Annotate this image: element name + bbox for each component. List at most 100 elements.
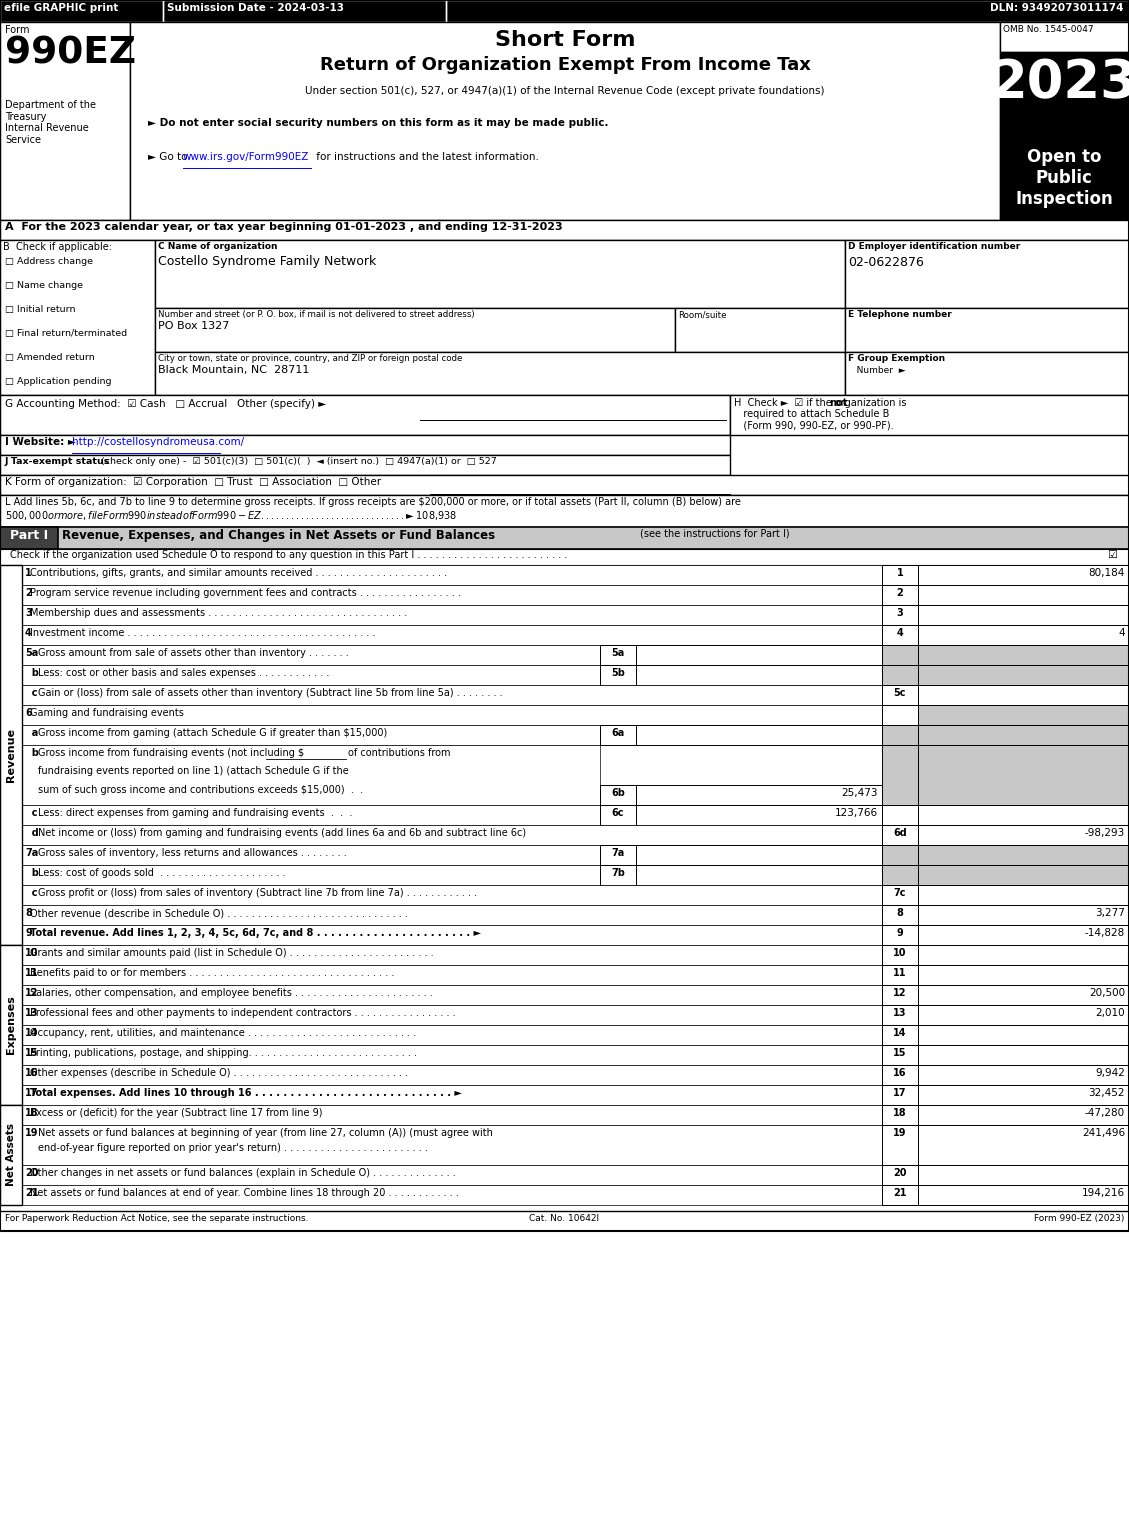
Bar <box>882 865 918 884</box>
Text: 15: 15 <box>893 1048 907 1058</box>
Bar <box>918 805 1129 825</box>
Bar <box>0 496 1129 528</box>
Text: B  Check if applicable:: B Check if applicable: <box>3 242 112 252</box>
Text: 10: 10 <box>25 949 38 958</box>
Bar <box>882 1106 918 1125</box>
Text: Salaries, other compensation, and employee benefits . . . . . . . . . . . . . . : Salaries, other compensation, and employ… <box>30 988 432 997</box>
Text: Gross income from gaming (attach Schedule G if greater than $15,000): Gross income from gaming (attach Schedul… <box>38 727 387 738</box>
Bar <box>918 985 1129 1005</box>
Bar <box>918 825 1129 845</box>
Bar <box>155 308 675 352</box>
Text: J Tax-exempt status: J Tax-exempt status <box>5 458 111 467</box>
Bar <box>918 685 1129 705</box>
Text: Gross amount from sale of assets other than inventory . . . . . . .: Gross amount from sale of assets other t… <box>38 648 349 657</box>
Text: 4: 4 <box>896 628 903 637</box>
Bar <box>882 665 918 685</box>
Bar <box>882 705 918 724</box>
Text: Form: Form <box>5 24 29 35</box>
Text: 11: 11 <box>893 968 907 978</box>
Text: 3,277: 3,277 <box>1095 907 1124 918</box>
Bar <box>21 1165 882 1185</box>
Bar <box>918 965 1129 985</box>
Text: 13: 13 <box>893 1008 907 1019</box>
Text: Professional fees and other payments to independent contractors . . . . . . . . : Professional fees and other payments to … <box>30 1008 456 1019</box>
Bar <box>918 645 1129 665</box>
Text: -98,293: -98,293 <box>1085 828 1124 839</box>
Text: □ Name change: □ Name change <box>5 281 84 290</box>
Text: Program service revenue including government fees and contracts . . . . . . . . : Program service revenue including govern… <box>30 589 461 598</box>
Bar <box>882 1165 918 1185</box>
Text: fundraising events reported on line 1) (attach Schedule G if the: fundraising events reported on line 1) (… <box>38 766 349 776</box>
Text: Costello Syndrome Family Network: Costello Syndrome Family Network <box>158 255 376 268</box>
Text: Form 990-EZ (2023): Form 990-EZ (2023) <box>1034 1214 1124 1223</box>
Text: 9,942: 9,942 <box>1095 1068 1124 1078</box>
Bar <box>918 884 1129 904</box>
Text: 14: 14 <box>25 1028 38 1039</box>
Text: Net Assets: Net Assets <box>6 1124 16 1186</box>
Text: K Form of organization:  ☑ Corporation  □ Trust  □ Association  □ Other: K Form of organization: ☑ Corporation □ … <box>5 477 382 486</box>
Text: G Accounting Method:  ☑ Cash   □ Accrual   Other (specify) ►: G Accounting Method: ☑ Cash □ Accrual Ot… <box>5 400 326 409</box>
Text: 6c: 6c <box>612 808 624 817</box>
Text: 12: 12 <box>25 988 38 997</box>
Bar <box>155 239 844 308</box>
Text: $500,000 or more, file Form 990 instead of Form 990-EZ . . . . . . . . . . . . .: $500,000 or more, file Form 990 instead … <box>5 509 457 522</box>
Bar <box>21 605 882 625</box>
Bar <box>882 904 918 926</box>
Bar <box>21 746 599 805</box>
Bar <box>446 0 1129 21</box>
Bar <box>882 845 918 865</box>
Text: a: a <box>25 727 38 738</box>
Bar <box>599 845 636 865</box>
Text: 17: 17 <box>893 1087 907 1098</box>
Text: Revenue: Revenue <box>6 727 16 782</box>
Bar <box>0 549 1129 564</box>
Text: 1: 1 <box>896 567 903 578</box>
Text: 32,452: 32,452 <box>1088 1087 1124 1098</box>
Text: 16: 16 <box>25 1068 38 1078</box>
Text: Under section 501(c), 527, or 4947(a)(1) of the Internal Revenue Code (except pr: Under section 501(c), 527, or 4947(a)(1)… <box>305 85 825 96</box>
Bar <box>882 1045 918 1064</box>
Bar <box>0 395 730 435</box>
Text: (Form 990, 990-EZ, or 990-PF).: (Form 990, 990-EZ, or 990-PF). <box>734 419 894 430</box>
Bar <box>0 239 155 395</box>
Text: Gross profit or (loss) from sales of inventory (Subtract line 7b from line 7a) .: Gross profit or (loss) from sales of inv… <box>38 888 478 898</box>
Bar <box>882 985 918 1005</box>
Bar <box>21 965 882 985</box>
Text: Net assets or fund balances at beginning of year (from line 27, column (A)) (mus: Net assets or fund balances at beginning… <box>38 1128 493 1138</box>
Text: Other expenses (describe in Schedule O) . . . . . . . . . . . . . . . . . . . . : Other expenses (describe in Schedule O) … <box>30 1068 408 1078</box>
Text: 5b: 5b <box>611 668 625 679</box>
Bar <box>599 645 636 665</box>
Text: 3: 3 <box>25 608 32 618</box>
Bar <box>882 645 918 665</box>
Bar <box>21 1064 882 1084</box>
Text: 194,216: 194,216 <box>1082 1188 1124 1199</box>
Bar <box>21 685 882 705</box>
Text: end-of-year figure reported on prior year's return) . . . . . . . . . . . . . . : end-of-year figure reported on prior yea… <box>38 1144 428 1153</box>
Bar <box>882 1005 918 1025</box>
Bar <box>21 1025 882 1045</box>
Text: DLN: 93492073011174: DLN: 93492073011174 <box>990 3 1124 14</box>
Text: □ Address change: □ Address change <box>5 258 93 265</box>
Text: 2: 2 <box>25 589 32 598</box>
Text: Benefits paid to or for members . . . . . . . . . . . . . . . . . . . . . . . . : Benefits paid to or for members . . . . … <box>30 968 394 978</box>
Text: 2: 2 <box>896 589 903 598</box>
Text: □ Final return/terminated: □ Final return/terminated <box>5 329 128 339</box>
Text: 4: 4 <box>1119 628 1124 637</box>
Bar <box>918 946 1129 965</box>
Bar <box>918 586 1129 605</box>
Text: Room/suite: Room/suite <box>679 310 726 319</box>
Text: Cat. No. 10642I: Cat. No. 10642I <box>530 1214 599 1223</box>
Bar <box>0 0 1129 1231</box>
Text: Gaming and fundraising events: Gaming and fundraising events <box>30 708 184 718</box>
Text: 4: 4 <box>25 628 32 637</box>
Bar <box>599 805 636 825</box>
Text: 5a: 5a <box>25 648 38 657</box>
Bar <box>636 665 882 685</box>
Bar <box>882 805 918 825</box>
Text: 17: 17 <box>25 1087 38 1098</box>
Text: Less: cost of goods sold  . . . . . . . . . . . . . . . . . . . . .: Less: cost of goods sold . . . . . . . .… <box>38 868 286 878</box>
Bar <box>918 1005 1129 1025</box>
Text: D Employer identification number: D Employer identification number <box>848 242 1021 252</box>
Text: 21: 21 <box>25 1188 38 1199</box>
Bar <box>21 564 882 586</box>
